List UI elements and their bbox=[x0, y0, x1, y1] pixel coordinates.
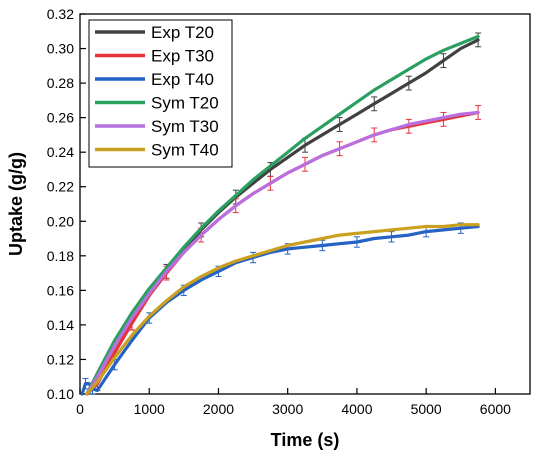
y-tick-label: 0.30 bbox=[47, 41, 74, 57]
y-tick-label: 0.12 bbox=[47, 351, 74, 367]
y-tick-label: 0.22 bbox=[47, 179, 74, 195]
x-tick-label: 0 bbox=[76, 401, 84, 417]
series-line-sym-t40 bbox=[85, 223, 480, 396]
legend-label-sym-t20: Sym T20 bbox=[151, 94, 219, 113]
x-tick-label: 3000 bbox=[272, 401, 303, 417]
y-tick-label: 0.24 bbox=[47, 144, 74, 160]
legend-label-sym-t40: Sym T40 bbox=[151, 141, 219, 160]
series-line-sym-t30 bbox=[85, 110, 480, 396]
y-tick-label: 0.28 bbox=[47, 75, 74, 91]
axis-ticks: 0 1000 2000 3000 4000 5000 6000 0.10 0.12 0.14 0.1… bbox=[47, 6, 511, 417]
legend-label-exp-t40: Exp T40 bbox=[151, 70, 214, 89]
legend-box bbox=[88, 19, 233, 168]
x-tick-label: 2000 bbox=[203, 401, 234, 417]
plot-frame bbox=[79, 13, 531, 395]
y-tick-label: 0.16 bbox=[47, 282, 74, 298]
y-tick-label: 0.14 bbox=[47, 317, 74, 333]
series-layer bbox=[80, 32, 482, 396]
y-tick-label: 0.10 bbox=[47, 386, 74, 402]
legend-label-exp-t20: Exp T20 bbox=[151, 23, 214, 42]
y-tick-label: 0.20 bbox=[47, 213, 74, 229]
legend: Exp T20 Exp T30 Exp T40 Sym T20 Sym T30 Sym T… bbox=[88, 19, 233, 168]
series-line-sym-t20 bbox=[85, 34, 480, 396]
x-tick-label: 6000 bbox=[480, 401, 511, 417]
legend-label-exp-t30: Exp T30 bbox=[151, 47, 214, 66]
y-axis-title: Uptake (g/g) bbox=[6, 152, 26, 256]
x-tick-label: 5000 bbox=[411, 401, 442, 417]
legend-label-sym-t30: Sym T30 bbox=[151, 117, 219, 136]
x-tick-label: 1000 bbox=[134, 401, 165, 417]
x-axis-title: Time (s) bbox=[271, 430, 340, 450]
x-tick-label: 4000 bbox=[341, 401, 372, 417]
y-tick-label: 0.32 bbox=[47, 6, 74, 22]
y-tick-label: 0.18 bbox=[47, 248, 74, 264]
y-tick-label: 0.26 bbox=[47, 110, 74, 126]
